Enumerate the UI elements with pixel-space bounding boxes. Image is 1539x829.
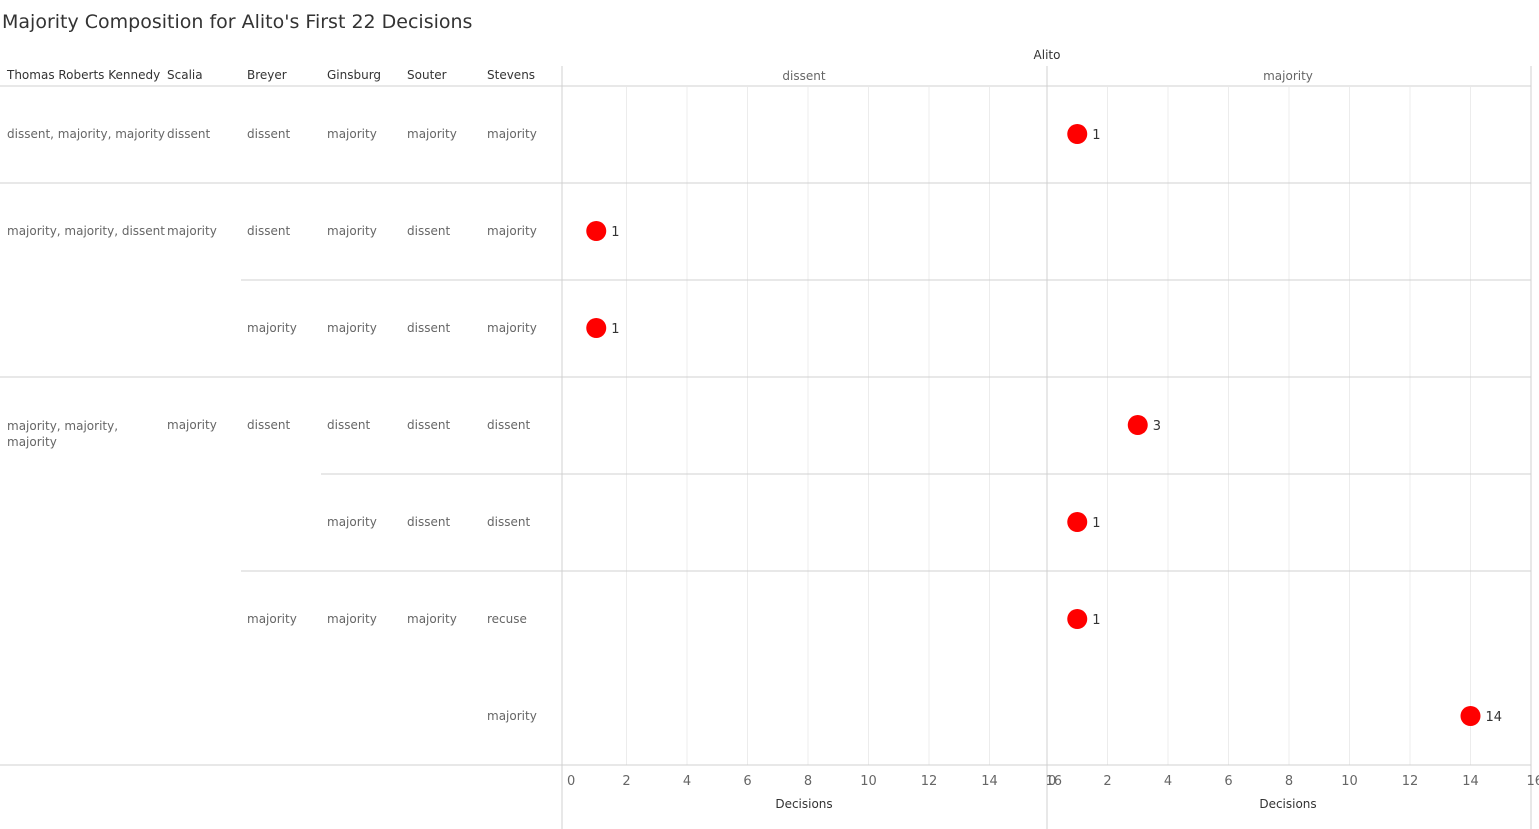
chart-frame: Alito dissent majority Decisions Decisio… xyxy=(0,48,1532,829)
data-label: 1 xyxy=(1092,613,1100,628)
data-label: 14 xyxy=(1486,710,1503,725)
panel-label-dissent: dissent xyxy=(782,69,825,83)
cell-breyer: dissent xyxy=(247,127,291,141)
x-tick-label: 4 xyxy=(1164,774,1172,789)
x-tick-label: 16 xyxy=(1045,774,1062,789)
cell-stevens: majority xyxy=(487,321,537,335)
axis-ticks: 0 2 4 6 8 10 12 14 160 2 4 6 8 10 12 14 16 xyxy=(567,774,1539,789)
x-tick-label: 16 xyxy=(1526,774,1539,789)
cell-ginsburg: majority xyxy=(327,321,377,335)
cell-ginsburg: majority xyxy=(327,515,377,529)
cell-ginsburg: majority xyxy=(327,127,377,141)
cell-souter: dissent xyxy=(407,224,451,238)
data-point[interactable] xyxy=(1127,415,1148,435)
cell-scalia: majority xyxy=(167,418,217,432)
cell-stevens: majority xyxy=(487,127,537,141)
gridlines xyxy=(626,87,1471,765)
x-tick-label: 12 xyxy=(921,774,938,789)
data-point[interactable] xyxy=(1460,706,1481,726)
data-label: 3 xyxy=(1153,419,1161,434)
header-ginsburg: Ginsburg xyxy=(327,68,382,82)
x-tick-label: 0 xyxy=(1048,774,1056,789)
cell-stevens: dissent xyxy=(487,418,531,432)
cell-souter: dissent xyxy=(407,321,451,335)
header-breyer: Breyer xyxy=(247,68,287,82)
cell-souter: dissent xyxy=(407,515,451,529)
x-tick-label: 6 xyxy=(743,774,751,789)
x-tick-label: 8 xyxy=(1285,774,1293,789)
header-stevens: Stevens xyxy=(487,68,536,82)
x-tick-label: 0 xyxy=(567,774,575,789)
x-tick-label: 6 xyxy=(1224,774,1232,789)
data-points: 1 1 1 3 1 1 14 xyxy=(586,124,1502,726)
data-point[interactable] xyxy=(586,318,607,338)
x-tick-label: 14 xyxy=(981,774,998,789)
x-tick-label: 10 xyxy=(1341,774,1358,789)
data-point[interactable] xyxy=(1067,512,1088,532)
cell-scalia: majority xyxy=(167,224,217,238)
x-tick-label: 4 xyxy=(683,774,691,789)
x-axis-title: Decisions xyxy=(1259,797,1316,811)
header-scalia: Scalia xyxy=(167,68,203,82)
data-label: 1 xyxy=(1092,516,1100,531)
cell-breyer: majority xyxy=(247,321,297,335)
cell-trk: majority, majority, majority xyxy=(7,419,119,449)
cell-breyer: dissent xyxy=(247,418,291,432)
cell-souter: dissent xyxy=(407,418,451,432)
x-tick-label: 2 xyxy=(622,774,630,789)
cell-stevens: majority xyxy=(487,709,537,723)
cell-ginsburg: majority xyxy=(327,224,377,238)
cell-ginsburg: majority xyxy=(327,612,377,626)
cell-souter: majority xyxy=(407,127,457,141)
panel-label-majority: majority xyxy=(1263,69,1313,83)
cell-trk: dissent, majority, majority xyxy=(7,127,165,141)
data-label: 1 xyxy=(611,322,619,337)
cell-stevens: dissent xyxy=(487,515,531,529)
data-label: 1 xyxy=(611,225,619,240)
x-tick-label: 14 xyxy=(1462,774,1479,789)
header-souter: Souter xyxy=(407,68,447,82)
chart-title: Majority Composition for Alito's First 2… xyxy=(2,11,473,33)
x-axis-title: Decisions xyxy=(775,797,832,811)
data-label: 1 xyxy=(1092,128,1100,143)
data-point[interactable] xyxy=(1067,609,1088,629)
header-thomas-roberts-kennedy: Thomas Roberts Kennedy xyxy=(7,68,161,82)
cell-ginsburg: dissent xyxy=(327,418,371,432)
data-point[interactable] xyxy=(1067,124,1088,144)
cell-breyer: dissent xyxy=(247,224,291,238)
x-tick-label: 10 xyxy=(860,774,877,789)
cell-stevens: recuse xyxy=(487,612,527,626)
facet-label: Alito xyxy=(1034,48,1061,62)
cell-scalia: dissent xyxy=(167,127,211,141)
cell-souter: majority xyxy=(407,612,457,626)
x-tick-label: 2 xyxy=(1103,774,1111,789)
cell-trk: majority, majority, dissent xyxy=(7,224,165,238)
data-point[interactable] xyxy=(586,221,607,241)
cell-breyer: majority xyxy=(247,612,297,626)
x-tick-label: 8 xyxy=(804,774,812,789)
x-tick-label: 12 xyxy=(1402,774,1419,789)
cell-stevens: majority xyxy=(487,224,537,238)
